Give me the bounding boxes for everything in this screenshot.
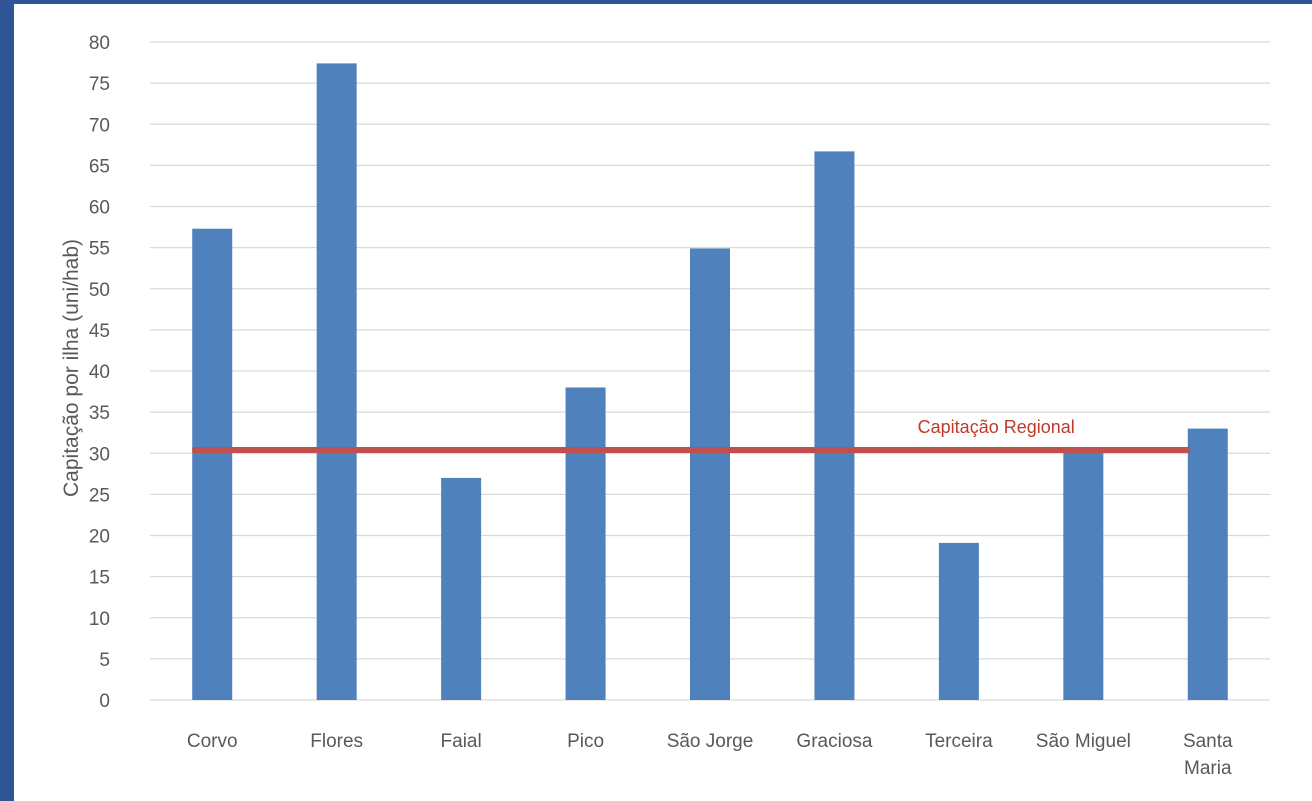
x-tick-label: Terceira xyxy=(925,731,993,752)
bar xyxy=(192,228,233,700)
y-tick-label: 30 xyxy=(89,444,110,465)
bar xyxy=(938,542,979,700)
bar xyxy=(565,387,606,700)
bar xyxy=(1063,449,1104,700)
y-tick-label: 45 xyxy=(89,321,110,342)
x-tick-label: Santa xyxy=(1183,731,1233,752)
x-tick-label: São Miguel xyxy=(1036,731,1131,752)
bar xyxy=(1187,428,1228,700)
bar xyxy=(441,477,482,700)
x-axis-ticks: Corvo Flores Faial Pico São Jorge Graciosa Ter… xyxy=(187,731,1233,779)
y-tick-label: 25 xyxy=(89,485,110,506)
y-tick-label: 75 xyxy=(89,74,110,95)
y-tick-label: 80 xyxy=(89,33,110,54)
x-tick-label: Graciosa xyxy=(796,731,872,752)
y-tick-label: 70 xyxy=(89,115,110,136)
bars xyxy=(192,63,1228,700)
y-tick-label: 55 xyxy=(89,239,110,260)
y-tick-label: 20 xyxy=(89,527,110,548)
x-tick-label: São Jorge xyxy=(667,731,754,752)
y-tick-label: 50 xyxy=(89,280,110,301)
x-tick-label: Pico xyxy=(567,731,604,752)
y-tick-label: 5 xyxy=(99,650,110,671)
x-tick-label: Flores xyxy=(310,731,363,752)
x-tick-label: Corvo xyxy=(187,731,238,752)
y-tick-label: 35 xyxy=(89,403,110,424)
bar xyxy=(814,151,855,700)
x-tick-label: Maria xyxy=(1184,758,1232,779)
y-tick-label: 15 xyxy=(89,568,110,589)
y-tick-label: 65 xyxy=(89,156,110,177)
reference-line-label: Capitação Regional xyxy=(918,417,1075,437)
y-tick-label: 0 xyxy=(99,691,110,712)
bar xyxy=(316,63,357,700)
x-tick-label: Faial xyxy=(441,731,482,752)
y-axis-ticks: 0 5 10 15 20 25 30 35 40 45 50 55 60 65 70 75 80 xyxy=(89,33,110,712)
y-tick-label: 60 xyxy=(89,198,110,219)
bar xyxy=(690,248,730,700)
y-axis-label: Capitação por ilha (uni/hab) xyxy=(60,239,83,497)
y-tick-label: 40 xyxy=(89,362,110,383)
y-tick-label: 10 xyxy=(89,609,110,630)
